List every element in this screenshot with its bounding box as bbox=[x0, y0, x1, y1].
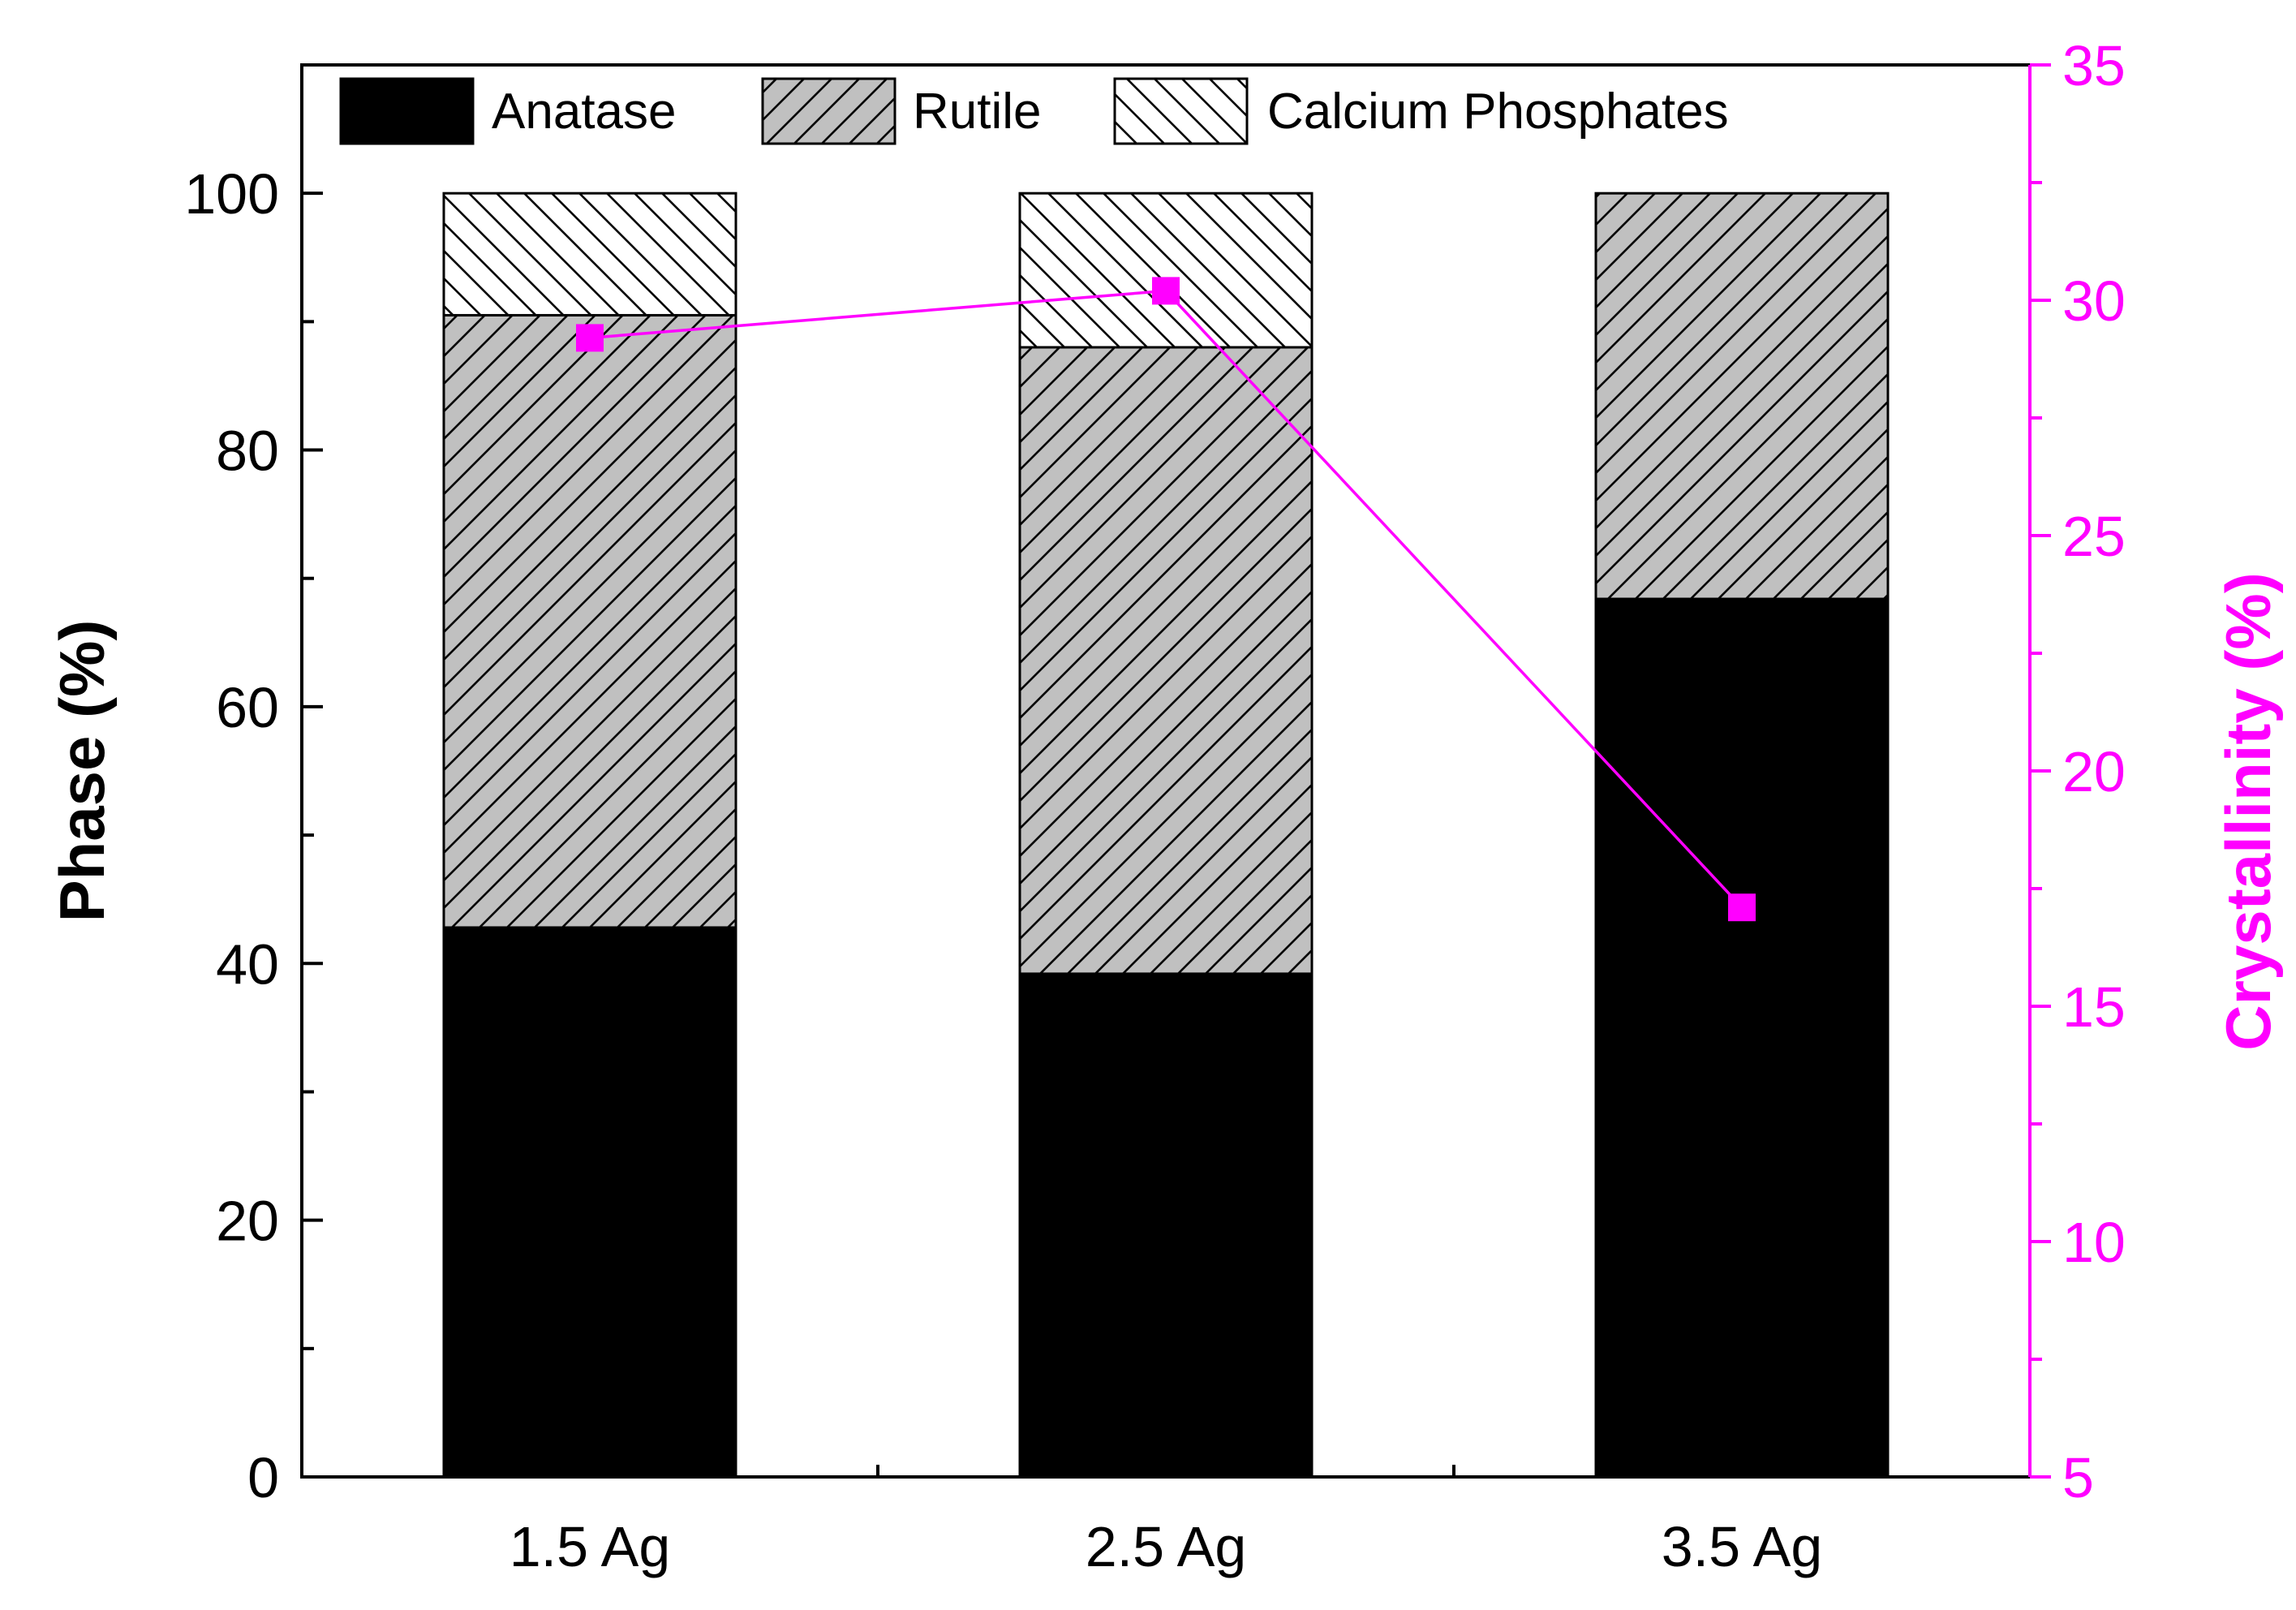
y2-tick-label: 35 bbox=[2062, 34, 2126, 97]
y-tick-label: 0 bbox=[247, 1446, 279, 1509]
legend-swatch-calcium-phosphates bbox=[1113, 77, 1249, 145]
bars-group bbox=[442, 192, 1890, 1479]
bar-calcium-phosphates-2-5-ag bbox=[1018, 192, 1314, 349]
x-tick-label: 1.5 Ag bbox=[510, 1515, 671, 1578]
crystallinity-marker-3-5-ag bbox=[1728, 893, 1756, 922]
y-tick-label: 20 bbox=[216, 1190, 279, 1253]
bar-anatase-1-5-ag bbox=[442, 926, 737, 1479]
y2-axis-title: Crystallinity (%) bbox=[2212, 572, 2284, 1050]
legend: Anatase Rutile Calcium Phosphates bbox=[339, 77, 1729, 145]
legend-swatch-anatase bbox=[339, 77, 475, 145]
y-tick-label: 80 bbox=[216, 420, 279, 483]
bar-anatase-3-5-ag bbox=[1594, 597, 1890, 1479]
y-tick-label: 40 bbox=[216, 932, 279, 996]
x-tick-label: 3.5 Ag bbox=[1662, 1515, 1823, 1578]
y2-tick-label: 30 bbox=[2062, 269, 2126, 333]
y2-tick-label: 5 bbox=[2062, 1446, 2094, 1509]
x-tick-label: 2.5 Ag bbox=[1086, 1515, 1247, 1578]
legend-label-anatase: Anatase bbox=[492, 84, 677, 140]
legend-swatch-rutile bbox=[761, 77, 896, 145]
right-axis: 5 10 15 20 25 30 35 bbox=[2030, 34, 2126, 1509]
y-tick-label: 60 bbox=[216, 676, 279, 739]
bar-rutile-1-5-ag bbox=[442, 313, 737, 929]
y2-tick-label: 15 bbox=[2062, 975, 2126, 1039]
bar-anatase-2-5-ag bbox=[1018, 972, 1314, 1479]
crystallinity-marker-2-5-ag bbox=[1152, 277, 1180, 305]
bar-rutile-2-5-ag bbox=[1018, 346, 1314, 975]
legend-label-calcium-phosphates: Calcium Phosphates bbox=[1267, 84, 1729, 140]
crystallinity-series bbox=[576, 277, 1756, 922]
y-axis-title: Phase (%) bbox=[46, 620, 118, 923]
y2-tick-label: 20 bbox=[2062, 740, 2126, 803]
legend-label-rutile: Rutile bbox=[913, 84, 1042, 140]
bar-calcium-phosphates-1-5-ag bbox=[442, 192, 737, 316]
bar-rutile-3-5-ag bbox=[1594, 192, 1890, 601]
crystallinity-marker-1-5-ag bbox=[576, 324, 604, 352]
y2-tick-label: 25 bbox=[2062, 505, 2126, 568]
x-axis: 1.5 Ag 2.5 Ag 3.5 Ag bbox=[510, 1465, 1823, 1578]
y-tick-label: 100 bbox=[184, 162, 279, 226]
left-axis: 0 20 40 60 80 100 bbox=[184, 63, 323, 1509]
y2-tick-label: 10 bbox=[2062, 1211, 2126, 1274]
